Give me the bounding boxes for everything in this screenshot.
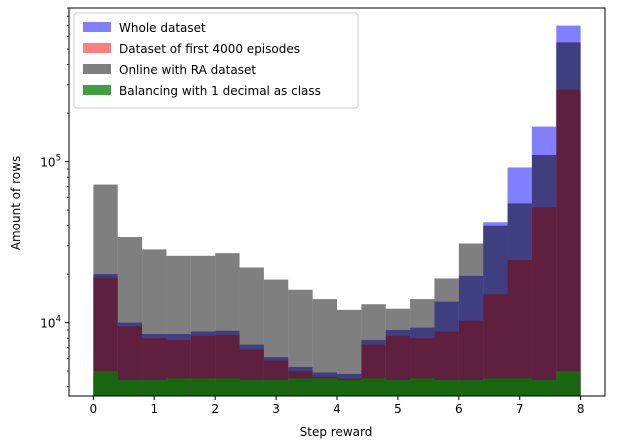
legend-label: Online with RA dataset <box>119 63 256 77</box>
bar-series3-bin18 <box>507 203 532 396</box>
y-tick-label: 105 <box>40 154 61 170</box>
bar-series4-bin10 <box>312 378 337 396</box>
x-axis-ticks: 0 1 2 3 4 5 6 7 8 <box>90 396 585 416</box>
x-tick-label: 1 <box>150 402 158 416</box>
legend-box <box>73 12 359 109</box>
bar-series4-bin16 <box>458 380 484 396</box>
bar-series4-bin14 <box>410 378 435 396</box>
bar-series4-bin4 <box>166 378 191 396</box>
bar-series3-bin9 <box>288 289 313 396</box>
bar-series4-bin11 <box>337 380 362 396</box>
bar-series4-bin12 <box>361 378 386 396</box>
legend: Whole dataset Dataset of first 4000 episo… <box>73 12 359 109</box>
bar-series4-bin15 <box>434 380 459 396</box>
bar-series4-bin20 <box>556 371 581 396</box>
x-tick-label: 2 <box>211 402 219 416</box>
bar-series4-bin9 <box>288 378 313 396</box>
y-axis-ticks: 104 105 <box>40 7 69 388</box>
bar-series4-bin7 <box>239 380 264 396</box>
x-tick-label: 0 <box>90 402 98 416</box>
y-axis-label: Amount of rows <box>9 156 23 250</box>
bar-series3-bin19 <box>531 154 557 396</box>
bar-series3-bin16 <box>458 243 484 396</box>
bar-series3-bin17 <box>483 225 508 396</box>
bar-series4-bin5 <box>190 378 216 396</box>
histogram-bars <box>93 25 581 397</box>
x-tick-label: 8 <box>577 402 585 416</box>
y-tick-label: 104 <box>40 315 61 331</box>
bar-series3-bin5 <box>190 255 216 396</box>
bar-series4-bin17 <box>483 378 508 396</box>
bar-series3-bin15 <box>434 278 459 396</box>
legend-label: Balancing with 1 decimal as class <box>119 84 321 98</box>
bar-series4-bin2 <box>117 380 143 396</box>
bar-series4-bin13 <box>385 380 411 396</box>
legend-swatch <box>83 85 111 95</box>
x-tick-label: 7 <box>516 402 524 416</box>
bar-series3-bin3 <box>142 249 167 396</box>
legend-swatch <box>83 64 111 74</box>
legend-label: Dataset of first 4000 episodes <box>119 42 300 56</box>
bar-series3-bin2 <box>117 237 143 396</box>
bar-series4-bin6 <box>215 378 240 396</box>
bar-series3-bin1 <box>93 184 118 396</box>
x-tick-label: 3 <box>272 402 280 416</box>
bar-series3-bin6 <box>215 253 240 396</box>
bar-series4-bin18 <box>507 378 532 396</box>
legend-label: Whole dataset <box>119 21 206 35</box>
bar-series4-bin8 <box>263 380 289 396</box>
bar-series4-bin19 <box>531 380 557 396</box>
x-tick-label: 4 <box>333 402 341 416</box>
bar-series3-bin8 <box>263 279 289 396</box>
legend-swatch <box>83 43 111 53</box>
x-axis-label: Step reward <box>300 425 373 439</box>
bar-series4-bin1 <box>93 371 118 396</box>
bar-series3-bin20 <box>556 42 581 396</box>
bar-series4-bin3 <box>142 380 167 396</box>
legend-swatch <box>83 22 111 32</box>
bar-series3-bin4 <box>166 255 191 396</box>
x-tick-label: 5 <box>394 402 402 416</box>
bar-series3-bin7 <box>239 267 264 396</box>
x-tick-label: 6 <box>455 402 463 416</box>
